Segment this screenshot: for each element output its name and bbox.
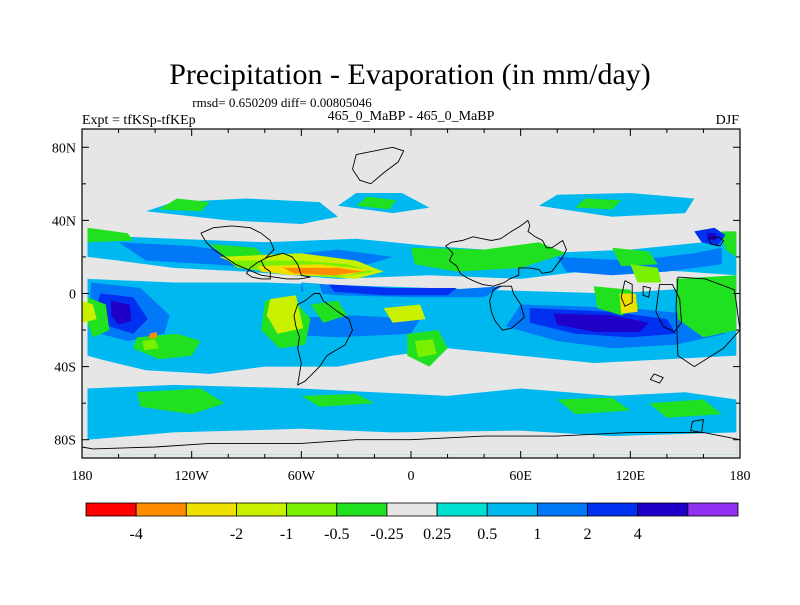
center-label: 465_0_MaBP - 465_0_MaBP (328, 109, 495, 124)
contour-region (328, 284, 457, 296)
x-tick-label: 120W (175, 469, 210, 484)
colorbar-swatch (236, 502, 288, 517)
chart-title: Precipitation - Evaporation (in mm/day) (169, 58, 651, 91)
x-tick-label: 180 (730, 469, 751, 484)
colorbar-label: -4 (130, 526, 143, 543)
colorbar-swatch (536, 502, 588, 517)
contour-fill-layer (82, 193, 737, 455)
colorbar-label: -0.5 (324, 526, 349, 543)
contour-region (414, 339, 437, 358)
coastline (82, 431, 740, 458)
colorbar-swatch (687, 502, 739, 517)
y-tick-label: 80S (54, 434, 76, 449)
contour-region (149, 331, 157, 340)
contour-region (383, 304, 426, 323)
colorbar-swatch (135, 502, 187, 517)
colorbar-label: 0.25 (423, 526, 451, 543)
x-tick-label: 60W (288, 469, 316, 484)
season-label: DJF (716, 113, 740, 128)
x-tick-label: 0 (408, 469, 415, 484)
contour-region (301, 394, 375, 407)
coastline (293, 293, 353, 386)
coastline (690, 419, 704, 433)
contour-region (82, 300, 97, 323)
coastline (444, 220, 567, 287)
colorbar-label: -2 (230, 526, 243, 543)
coastline (200, 225, 311, 280)
colorbar-label: 4 (634, 526, 642, 543)
y-tick-label: 80N (52, 141, 76, 156)
colorbar-label: 1 (533, 526, 541, 543)
colorbar-swatch (587, 502, 639, 517)
colorbar-swatch (386, 502, 438, 517)
y-tick-label: 40S (54, 361, 76, 376)
colorbar-swatch (286, 502, 338, 517)
contour-region (87, 227, 134, 243)
contour-region (356, 196, 397, 210)
coastline (655, 283, 682, 333)
coastline (675, 276, 740, 368)
coastline (620, 280, 633, 307)
colorbar-swatch (486, 502, 538, 517)
contour-region (721, 231, 737, 257)
contour-region (310, 300, 347, 323)
contour-region (553, 313, 649, 332)
contour-region (619, 293, 638, 314)
x-tick-label: 60E (509, 469, 532, 484)
contour-region (648, 399, 722, 418)
coastline (352, 146, 405, 185)
coastline-layer (82, 146, 740, 458)
colorbar-swatch (185, 502, 237, 517)
contour-region (142, 339, 159, 351)
coastline (708, 236, 725, 247)
colorbar-label: 0.5 (477, 526, 497, 543)
colorbar-label: -0.25 (370, 526, 403, 543)
x-tick-label: 120E (616, 469, 646, 484)
y-tick-label: 40N (52, 214, 76, 229)
experiment-label: Expt = tfKSp-tfKEp (82, 113, 196, 128)
colorbar: -4 -2 -1 -0.5 -0.25 0.25 0.5 1 2 4 (85, 502, 739, 543)
contour-region (612, 247, 658, 267)
contour-region (158, 198, 210, 212)
contour-region (557, 397, 631, 415)
colorbar-swatch (336, 502, 388, 517)
coastline (489, 285, 525, 331)
colorbar-swatch (85, 502, 137, 517)
coastline (649, 373, 664, 384)
coastline (642, 285, 651, 298)
contour-region (575, 198, 622, 210)
colorbar-swatch (637, 502, 689, 517)
x-tick-label: 180 (72, 469, 93, 484)
y-tick-label: 0 (69, 288, 76, 303)
colorbar-label: 2 (584, 526, 592, 543)
contour-region (283, 267, 364, 276)
contour-region (630, 264, 662, 283)
colorbar-label: -1 (280, 526, 293, 543)
stats-label: rmsd= 0.650209 diff= 0.00805046 (192, 95, 372, 110)
axes-layer: 180 120W 60W 0 60E 120E 180 80N 40N 0 40S 80S (52, 129, 751, 484)
contour-region (136, 388, 225, 415)
contour-region (111, 300, 132, 325)
colorbar-swatch (436, 502, 488, 517)
contour-region (266, 295, 304, 334)
contour-region (676, 275, 737, 338)
